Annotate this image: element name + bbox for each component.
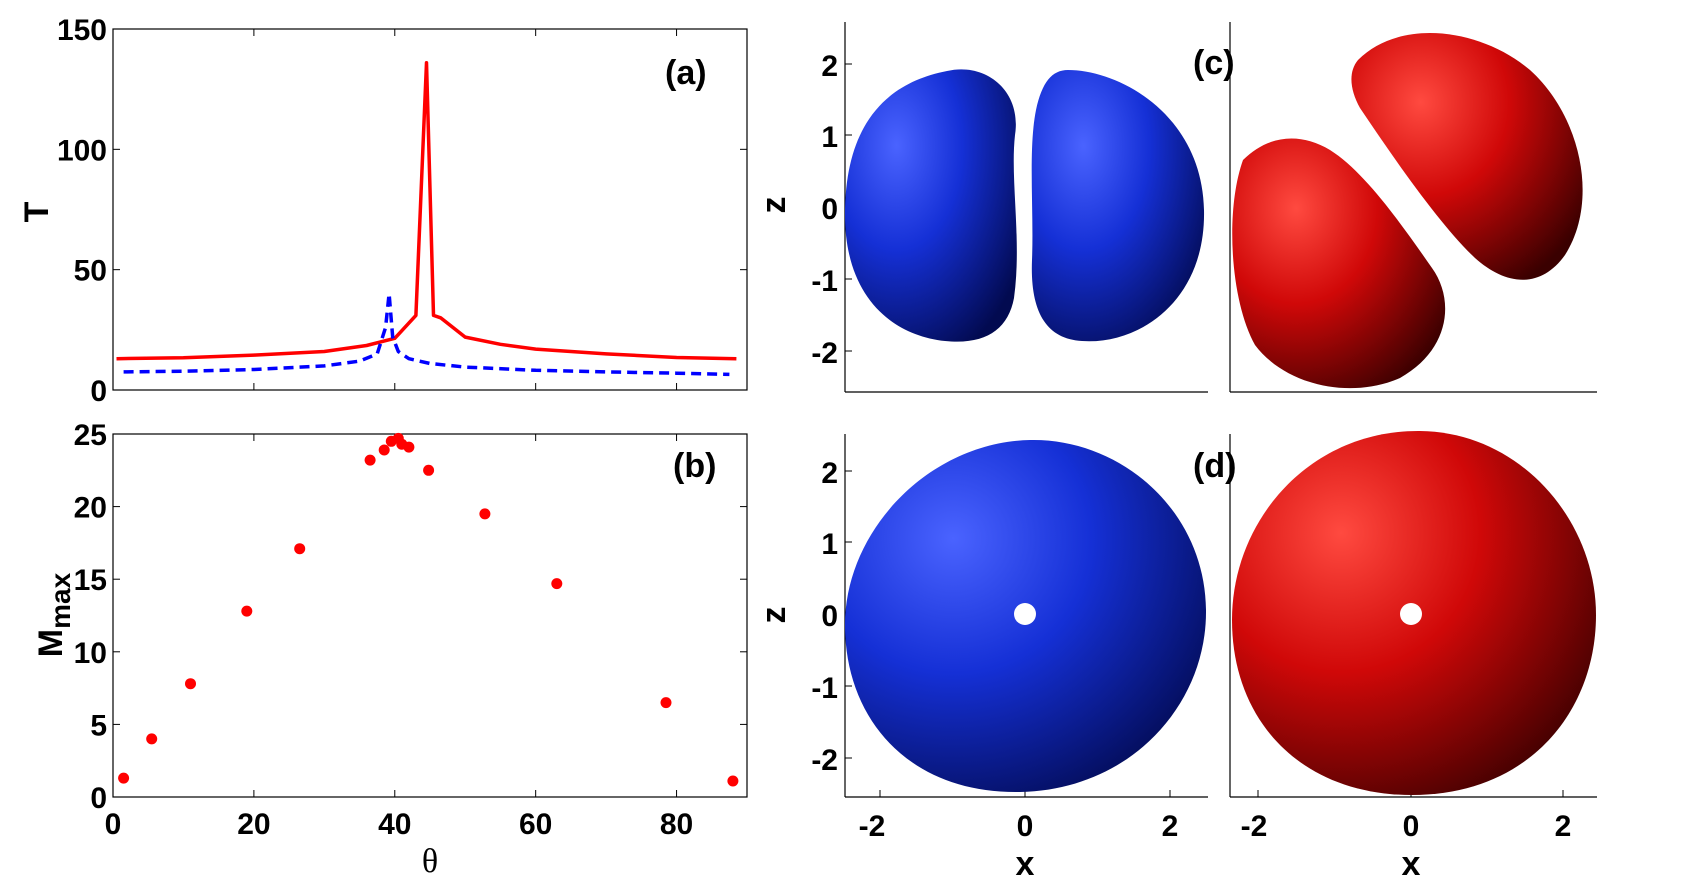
panel-b-ylabel-main: M bbox=[32, 629, 70, 657]
panel-b-point bbox=[479, 508, 491, 520]
panel-a-lines bbox=[116, 60, 737, 377]
panel-d-red-torus-hole bbox=[1400, 603, 1422, 625]
panel-b-point bbox=[185, 678, 196, 690]
panel-a-ytick-label: 50 bbox=[74, 255, 107, 288]
panel-d-xtick-label: -2 bbox=[1241, 810, 1268, 843]
panel-a-ytick-label: 150 bbox=[57, 14, 107, 47]
panel-c-ytick-label: 0 bbox=[821, 193, 838, 226]
panel-c-ytick-label: -2 bbox=[811, 337, 838, 370]
panel-d-xlabel: x bbox=[1016, 845, 1035, 883]
panel-b-xtick-label: 20 bbox=[237, 808, 270, 841]
panel-a-series-dashed bbox=[123, 291, 730, 377]
panel-c-label: (c) bbox=[1193, 44, 1235, 82]
panel-d-xtick-label: 0 bbox=[1017, 810, 1034, 843]
panel-b-point bbox=[146, 733, 158, 745]
panel-c-ylabel: z bbox=[755, 197, 793, 214]
panel-b: 0 5 10 15 20 25 0 20 40 60 80 (b) Mmax θ bbox=[32, 419, 748, 880]
panel-d-xticks: -2 0 2 -2 0 2 bbox=[859, 790, 1572, 843]
panel-b-xlabel: θ bbox=[422, 843, 438, 880]
panel-c-blue-lobe-left bbox=[845, 69, 1017, 342]
panel-d-label: (d) bbox=[1193, 447, 1236, 485]
panel-b-yticks: 0 5 10 15 20 25 bbox=[74, 419, 747, 815]
panel-b-ytick-label: 0 bbox=[90, 782, 107, 815]
panel-d-ytick-label: -2 bbox=[811, 744, 838, 777]
panel-b-ytick-label: 10 bbox=[74, 637, 107, 670]
panel-a-ytick-label: 0 bbox=[90, 375, 107, 408]
panel-d-yticks: 2 1 0 -1 -2 bbox=[811, 457, 852, 777]
panel-c-blue-lobe-right bbox=[1031, 70, 1205, 342]
panel-b-point bbox=[241, 605, 253, 617]
panel-c-ytick-label: 2 bbox=[821, 50, 838, 83]
panel-a-label: (a) bbox=[665, 54, 707, 92]
panel-d-xtick-label: 0 bbox=[1403, 810, 1420, 843]
panel-a: 0 50 100 150 (a) T bbox=[18, 14, 748, 408]
panel-b-label: (b) bbox=[673, 447, 716, 485]
panel-b-axes-box bbox=[112, 433, 748, 798]
panel-d-xtick-label: 2 bbox=[1162, 810, 1179, 843]
panel-d-ylabel: z bbox=[755, 607, 793, 624]
panel-b-point bbox=[727, 775, 739, 787]
panel-d-blue-torus-hole bbox=[1014, 603, 1036, 625]
panel-b-point bbox=[403, 441, 415, 453]
panel-a-series-solid bbox=[116, 60, 737, 361]
panel-d-ytick-label: 1 bbox=[821, 528, 838, 561]
panel-b-xtick-label: 0 bbox=[105, 808, 122, 841]
panel-b-xtick-label: 40 bbox=[378, 808, 411, 841]
panel-b-point bbox=[378, 444, 390, 456]
panel-a-ytick-label: 100 bbox=[57, 134, 107, 167]
panel-b-points bbox=[118, 432, 739, 787]
panel-b-point bbox=[551, 578, 563, 590]
panel-d-ytick-label: 0 bbox=[821, 600, 838, 633]
panel-b-ytick-label: 25 bbox=[74, 419, 107, 452]
panel-b-xtick-label: 80 bbox=[660, 808, 693, 841]
panel-c: 2 1 0 -1 -2 z (c) bbox=[755, 22, 1597, 393]
panel-b-point bbox=[294, 543, 306, 555]
panel-c-ytick-label: -1 bbox=[811, 265, 838, 298]
panel-b-ylabel-sub: max bbox=[45, 572, 76, 628]
panel-b-point bbox=[364, 454, 376, 466]
panel-b-ytick-label: 5 bbox=[90, 709, 107, 742]
panel-c-red-lobe-lower bbox=[1232, 138, 1446, 389]
panel-d-ytick-label: 2 bbox=[821, 457, 838, 490]
panel-b-ylabel: Mmax bbox=[32, 572, 76, 657]
panel-b-ytick-label: 20 bbox=[74, 492, 107, 525]
panel-b-ytick-label: 15 bbox=[74, 564, 107, 597]
panel-d-xlabel: x bbox=[1402, 845, 1421, 883]
panel-a-yticks: 0 50 100 150 bbox=[57, 14, 747, 408]
panel-c-ytick-label: 1 bbox=[821, 121, 838, 154]
panel-b-point bbox=[660, 697, 672, 709]
panel-d-ytick-label: -1 bbox=[811, 672, 838, 705]
panel-d: 2 1 0 -1 -2 -2 0 2 -2 0 2 z x x (d bbox=[755, 430, 1597, 883]
panel-b-point bbox=[423, 464, 435, 476]
panel-b-point bbox=[118, 772, 130, 784]
panel-d-xtick-label: -2 bbox=[859, 810, 886, 843]
panel-a-ylabel: T bbox=[18, 201, 56, 222]
panel-b-xticks: 0 20 40 60 80 bbox=[105, 434, 693, 841]
panel-b-xtick-label: 60 bbox=[519, 808, 552, 841]
panel-d-xtick-label: 2 bbox=[1555, 810, 1572, 843]
panel-c-red-lobe-upper bbox=[1351, 33, 1583, 280]
